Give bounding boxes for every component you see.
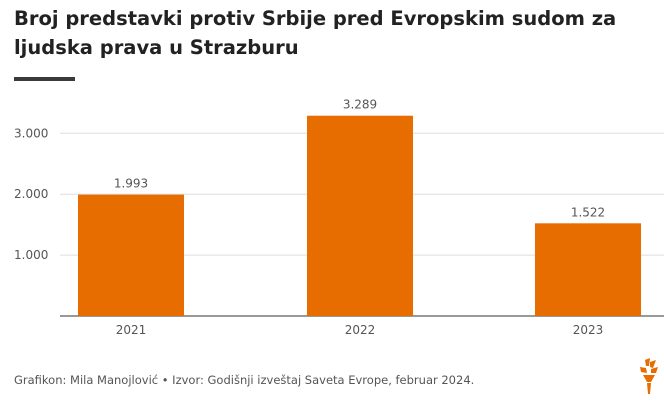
chart-title: Broj predstavki protiv Srbije pred Evrop… [14,7,617,59]
data-labels: 1.993 3.289 1.522 [114,98,605,220]
x-tick-label: 2023 [573,323,604,337]
axis-ticks: 1.000 2.000 3.000 2021 2022 2023 [14,126,603,337]
x-tick-label: 2022 [345,323,376,337]
bar-chart: 1.993 3.289 1.522 1.000 2.000 3.000 2021 2022 2… [14,98,664,337]
rferl-torch-logo-icon [640,358,658,394]
source-credit: Grafikon: Mila Manojlović • Izvor: Godiš… [14,373,475,387]
x-tick-label: 2021 [116,323,147,337]
bars [78,115,641,317]
bar-2023 [535,223,641,316]
data-label: 1.522 [571,205,605,219]
title-underline [14,77,75,81]
y-tick-label: 1.000 [14,248,48,262]
y-tick-label: 3.000 [14,126,48,140]
bar-2022 [307,115,413,317]
bar-2021 [78,194,184,316]
data-label: 3.289 [343,98,377,112]
data-label: 1.993 [114,177,148,191]
y-tick-label: 2.000 [14,187,48,201]
